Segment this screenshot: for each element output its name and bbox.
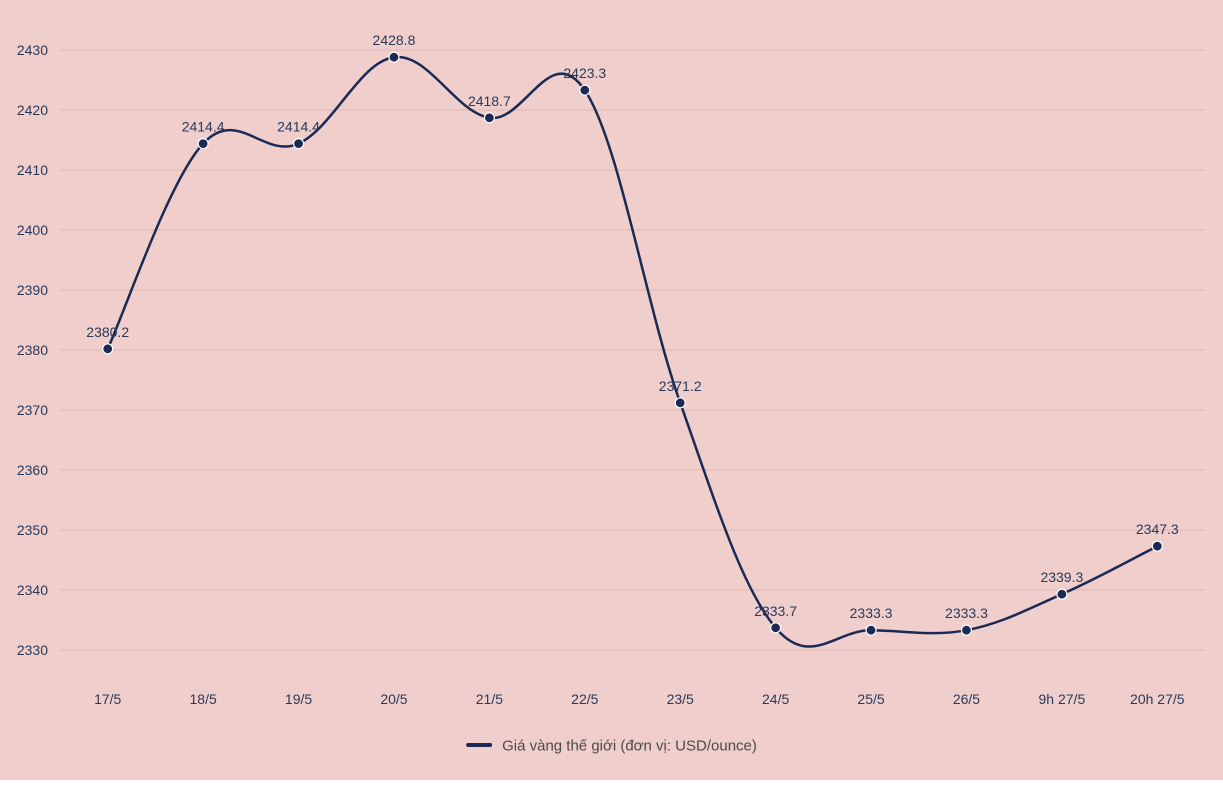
y-tick-label: 2330 — [17, 642, 48, 658]
x-tick-label: 19/5 — [285, 691, 312, 707]
data-point — [1057, 589, 1067, 599]
y-tick-label: 2390 — [17, 282, 48, 298]
gold-price-chart: 2330 2340 2350 2360 2370 2380 2390 2400 2410 2420… — [0, 0, 1223, 780]
data-point — [961, 625, 971, 635]
data-point — [198, 139, 208, 149]
data-point — [675, 398, 685, 408]
data-label: 2423.3 — [563, 65, 606, 81]
y-tick-label: 2410 — [17, 162, 48, 178]
y-tick-label: 2420 — [17, 102, 48, 118]
x-tick-label: 17/5 — [94, 691, 121, 707]
x-tick-label: 21/5 — [476, 691, 503, 707]
data-label: 2428.8 — [373, 32, 416, 48]
data-point — [771, 623, 781, 633]
y-tick-label: 2430 — [17, 42, 48, 58]
y-tick-label: 2380 — [17, 342, 48, 358]
y-tick-label: 2360 — [17, 462, 48, 478]
y-tick-label: 2400 — [17, 222, 48, 238]
y-tick-label: 2370 — [17, 402, 48, 418]
data-label: 2339.3 — [1040, 569, 1083, 585]
data-label: 2418.7 — [468, 93, 511, 109]
x-tick-label: 20h 27/5 — [1130, 691, 1185, 707]
data-label: 2380.2 — [86, 324, 129, 340]
data-label: 2333.3 — [850, 605, 893, 621]
x-tick-label: 18/5 — [190, 691, 217, 707]
data-point — [294, 139, 304, 149]
data-label: 2333.3 — [945, 605, 988, 621]
data-point — [1152, 541, 1162, 551]
data-label: 2414.4 — [277, 119, 320, 135]
data-label: 2347.3 — [1136, 521, 1179, 537]
x-tick-label: 22/5 — [571, 691, 598, 707]
data-point — [103, 344, 113, 354]
legend-label: Giá vàng thế giới (đơn vị: USD/ounce) — [502, 737, 757, 754]
y-tick-label: 2340 — [17, 582, 48, 598]
x-tick-label: 25/5 — [857, 691, 884, 707]
data-point — [484, 113, 494, 123]
y-tick-label: 2350 — [17, 522, 48, 538]
data-label: 2371.2 — [659, 378, 702, 394]
x-tick-label: 24/5 — [762, 691, 789, 707]
data-label: 2414.4 — [182, 119, 225, 135]
data-point — [866, 625, 876, 635]
x-tick-label: 23/5 — [667, 691, 694, 707]
x-tick-label: 9h 27/5 — [1039, 691, 1086, 707]
chart-canvas: 2330 2340 2350 2360 2370 2380 2390 2400 2410 2420… — [0, 0, 1223, 780]
x-tick-label: 20/5 — [380, 691, 407, 707]
x-tick-label: 26/5 — [953, 691, 980, 707]
data-point — [580, 85, 590, 95]
data-point — [389, 52, 399, 62]
data-label: 2333.7 — [754, 603, 797, 619]
legend-swatch — [466, 743, 492, 747]
